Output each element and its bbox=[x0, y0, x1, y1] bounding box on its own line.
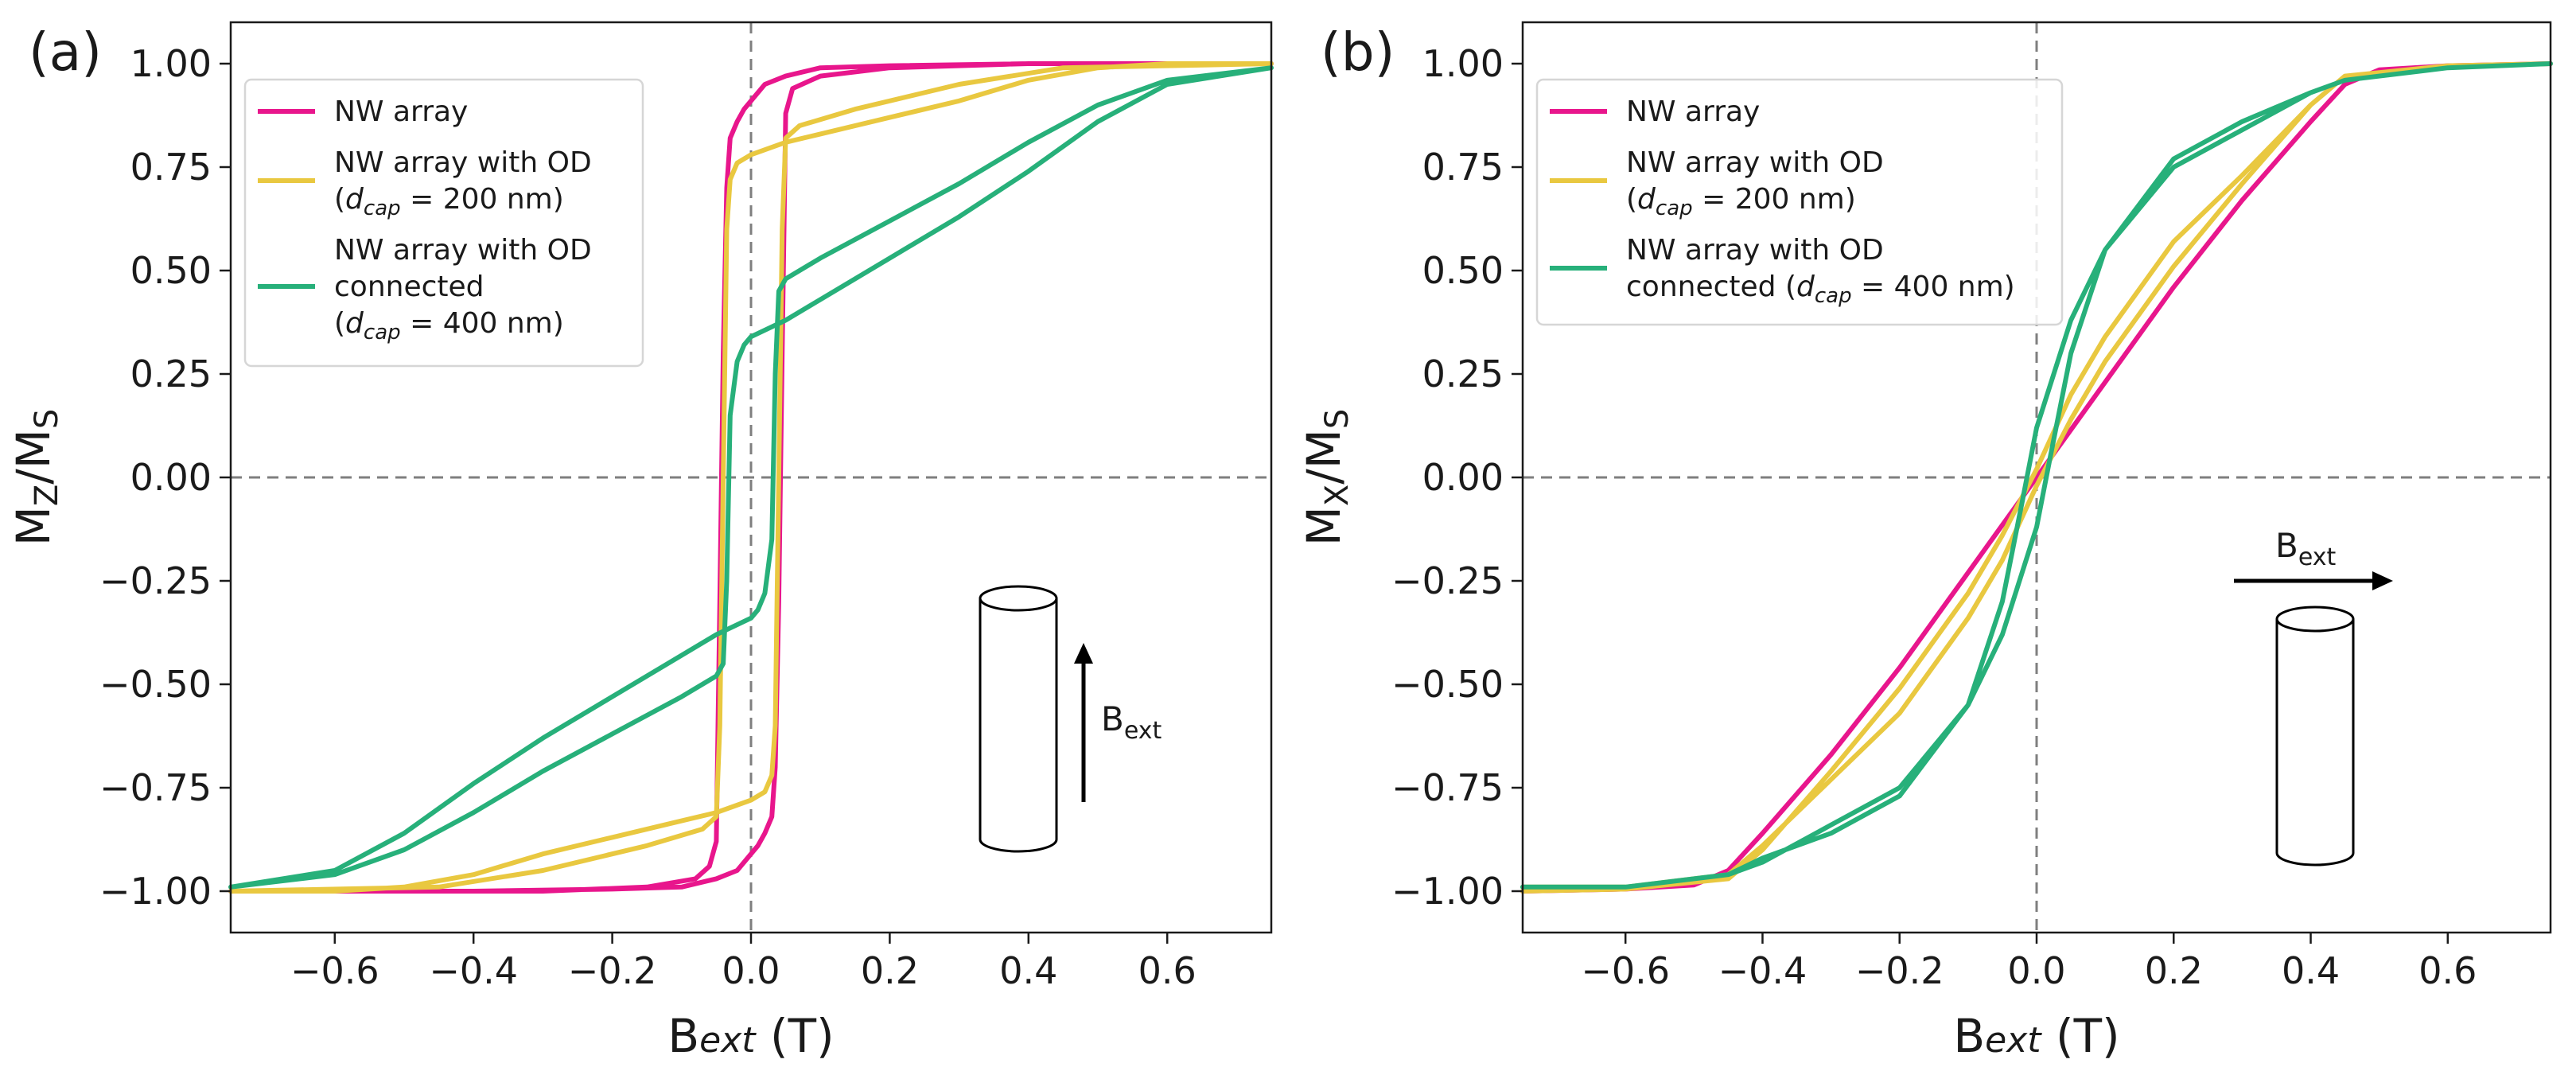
y-tick-label: −0.75 bbox=[99, 766, 212, 809]
y-tick-label: 0.25 bbox=[1422, 352, 1504, 395]
y-tick-label: −0.25 bbox=[99, 559, 212, 602]
cylinder-top bbox=[979, 585, 1058, 612]
legend: NW array NW array with OD (dcap = 200 nm)… bbox=[1535, 78, 2064, 326]
legend-entry-text: (dcap = 400 nm) bbox=[334, 307, 564, 345]
y-tick-label: −1.00 bbox=[99, 870, 212, 913]
x-tick-label: −0.6 bbox=[290, 949, 379, 992]
x-tick-label: −0.2 bbox=[1855, 949, 1944, 992]
y-tick-label: 1.00 bbox=[130, 42, 212, 85]
y-tick-label: 1.00 bbox=[1422, 42, 1504, 85]
y-tick-label: 0.75 bbox=[1422, 146, 1504, 189]
legend-box bbox=[1535, 78, 2064, 326]
x-tick-label: −0.4 bbox=[1718, 949, 1807, 992]
y-tick-label: −0.50 bbox=[1391, 663, 1504, 706]
y-tick-label: 0.25 bbox=[130, 352, 212, 395]
y-tick-label: 0.50 bbox=[130, 249, 212, 292]
field-label: Bext bbox=[1101, 699, 1162, 745]
legend: NW array NW array with OD (dcap = 200 nm) N… bbox=[243, 78, 644, 368]
y-tick-label: 0.00 bbox=[130, 456, 212, 499]
legend-entry-text: (dcap = 200 nm) bbox=[1626, 183, 1856, 220]
panel-label: (a) bbox=[29, 21, 102, 83]
panel-a: (a) −0.6 −0.4 −0.2 0.0 0.2 0.4 0.6 1.00 0.75 0.50 0… bbox=[6, 21, 1274, 1063]
x-tick-label: 0.4 bbox=[999, 949, 1057, 992]
x-tick-label: −0.4 bbox=[429, 949, 518, 992]
y-tick-label: 0.50 bbox=[1422, 249, 1504, 292]
legend-entry-text: connected bbox=[334, 271, 484, 303]
x-tick-label: −0.2 bbox=[568, 949, 657, 992]
cylinder-body bbox=[979, 598, 1058, 853]
cylinder-body bbox=[2275, 619, 2355, 867]
legend-entry-text: NW array with OD bbox=[1626, 234, 1884, 267]
field-arrow-head bbox=[2372, 571, 2393, 590]
legend-entry-text: (dcap = 200 nm) bbox=[334, 183, 564, 220]
x-axis-label: Bext (T) bbox=[667, 1009, 834, 1063]
x-tick-label: 0.4 bbox=[2282, 949, 2340, 992]
y-tick-label: −0.50 bbox=[99, 663, 212, 706]
panel-b: (b) −0.6 −0.4 −0.2 0.0 0.2 0.4 0.6 1.00 0.75 0.50 0… bbox=[1297, 21, 2553, 1063]
legend-entry-text: NW array with OD bbox=[1626, 146, 1884, 179]
legend-entry-text: NW array bbox=[1626, 95, 1760, 128]
x-tick-label: 0.2 bbox=[861, 949, 919, 992]
x-tick-label: 0.6 bbox=[1138, 949, 1197, 992]
field-label: Bext bbox=[2275, 526, 2337, 571]
legend-entry-text: NW array with OD bbox=[334, 146, 592, 179]
field-arrow-head bbox=[1074, 643, 1093, 664]
y-axis-label: MX/MS bbox=[1297, 409, 1356, 546]
y-tick-label: 0.75 bbox=[130, 146, 212, 189]
y-tick-label: −1.00 bbox=[1391, 870, 1504, 913]
schematic-nanowire: Bext bbox=[979, 585, 1162, 853]
x-axis-label: Bext (T) bbox=[1953, 1009, 2119, 1063]
legend-box bbox=[243, 78, 644, 368]
x-tick-label: −0.6 bbox=[1581, 949, 1670, 992]
y-tick-label: −0.25 bbox=[1391, 559, 1504, 602]
legend-entry-text: connected (dcap = 400 nm) bbox=[1626, 271, 2015, 308]
panel-label: (b) bbox=[1321, 21, 1395, 83]
schematic-nanowire: Bext bbox=[2234, 526, 2393, 867]
legend-entry-text: NW array with OD bbox=[334, 234, 592, 267]
x-tick-label: 0.2 bbox=[2145, 949, 2203, 992]
x-tick-label: 0.6 bbox=[2418, 949, 2477, 992]
legend-entry-text: NW array bbox=[334, 95, 468, 128]
y-tick-label: −0.75 bbox=[1391, 766, 1504, 809]
x-tick-label: 0.0 bbox=[2007, 949, 2065, 992]
y-axis-label: MZ/MS bbox=[6, 409, 65, 546]
y-tick-label: 0.00 bbox=[1422, 456, 1504, 499]
cylinder-top bbox=[2275, 606, 2355, 633]
x-tick-label: 0.0 bbox=[722, 949, 780, 992]
